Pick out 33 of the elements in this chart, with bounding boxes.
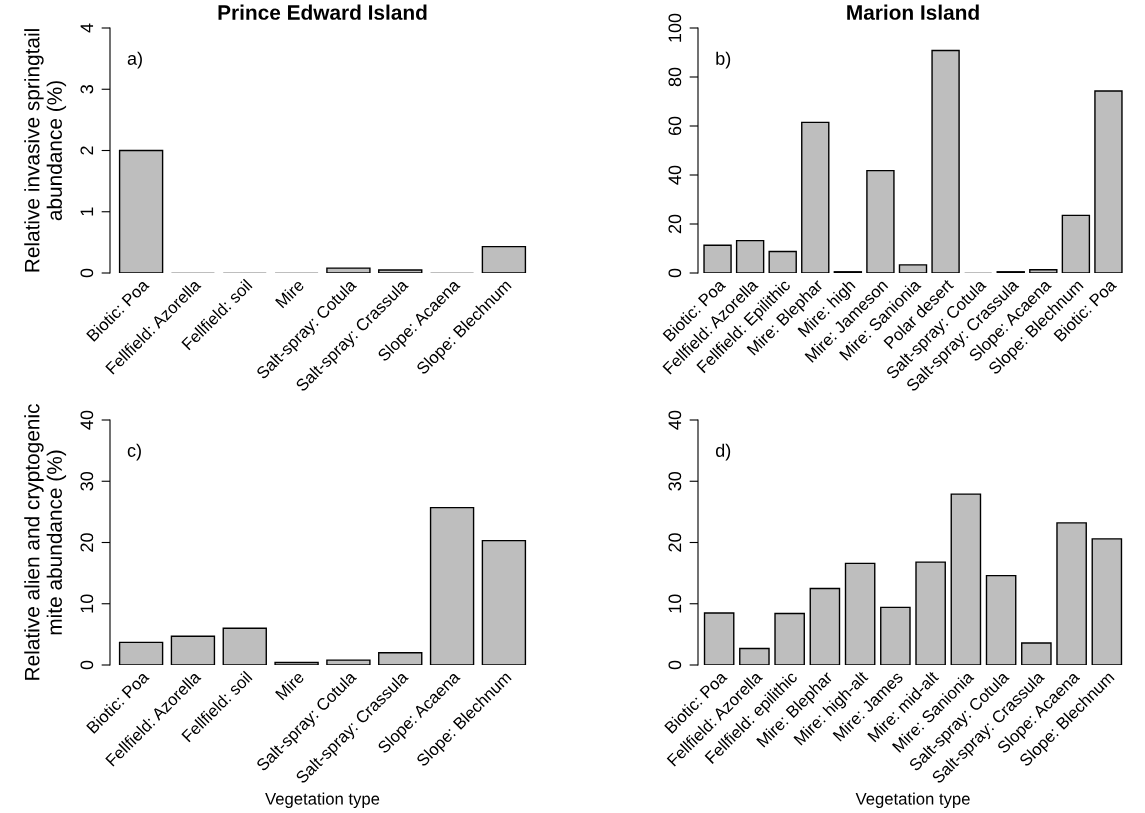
y-tick-label: 30 bbox=[80, 471, 94, 491]
y-tick-label: 40 bbox=[668, 165, 682, 185]
y-tick-label: 30 bbox=[668, 471, 682, 491]
y-tick-label: 2 bbox=[80, 146, 94, 155]
x-axis-title: Vegetation type bbox=[855, 792, 970, 809]
annotation: c) bbox=[127, 443, 141, 461]
y-axis-title: Relative invasive springtail abundance (%) bbox=[24, 29, 67, 272]
y-tick-label: 0 bbox=[80, 268, 94, 278]
y-tick-label: 100 bbox=[668, 13, 682, 42]
y-tick-label: 0 bbox=[668, 660, 682, 670]
y-tick-label: 10 bbox=[80, 594, 94, 613]
chart-title: Prince Edward Island bbox=[218, 4, 427, 20]
annotation: b) bbox=[716, 51, 731, 69]
annotation: d) bbox=[715, 443, 731, 461]
x-tick-label: Mire bbox=[274, 670, 305, 701]
y-tick-label: 20 bbox=[668, 533, 682, 552]
y-tick-label: 0 bbox=[668, 268, 682, 278]
y-tick-label: 10 bbox=[668, 594, 682, 613]
y-tick-label: 40 bbox=[668, 410, 682, 430]
x-axis-title: Vegetation type bbox=[265, 792, 380, 809]
y-axis-title: Relative alien and cryptogenic mite abundance (%) bbox=[24, 404, 67, 680]
y-tick-label: 20 bbox=[80, 533, 94, 552]
y-tick-label: 0 bbox=[80, 660, 94, 670]
y-tick-label: 3 bbox=[80, 85, 94, 94]
y-tick-label: 1 bbox=[80, 207, 94, 216]
y-tick-label: 4 bbox=[80, 23, 94, 33]
y-tick-label: 20 bbox=[668, 214, 682, 234]
y-tick-label: 40 bbox=[80, 410, 94, 430]
y-tick-label: 60 bbox=[668, 116, 682, 136]
x-tick-label: Mire bbox=[274, 278, 305, 309]
annotation: a) bbox=[127, 51, 142, 69]
y-tick-label: 80 bbox=[668, 67, 682, 87]
chart-title: Marion Island bbox=[847, 4, 979, 20]
